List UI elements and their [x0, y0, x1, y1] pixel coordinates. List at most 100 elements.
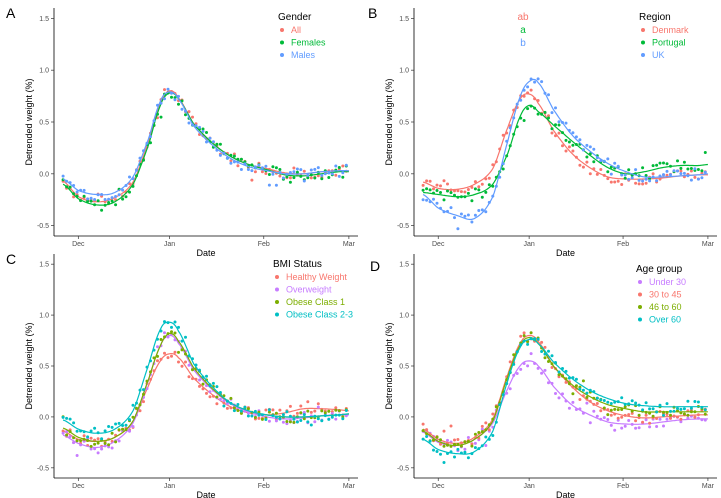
- data-point: [651, 414, 655, 418]
- data-point: [292, 417, 296, 421]
- data-point: [613, 407, 617, 411]
- data-point: [473, 187, 477, 191]
- data-point: [107, 445, 111, 449]
- data-point: [281, 420, 285, 424]
- data-point: [114, 440, 118, 444]
- data-point: [313, 420, 317, 424]
- data-point: [264, 418, 268, 421]
- data-point: [274, 411, 278, 415]
- significance-label: ab: [517, 12, 529, 23]
- data-point: [86, 199, 90, 203]
- data-point: [595, 396, 599, 400]
- data-point: [679, 417, 683, 421]
- data-point: [613, 180, 617, 184]
- data-point: [634, 168, 638, 172]
- data-point: [292, 166, 296, 170]
- data-point: [72, 436, 76, 440]
- data-point: [156, 345, 159, 349]
- data-point: [592, 147, 596, 151]
- data-point: [581, 148, 585, 152]
- data-point: [456, 227, 460, 231]
- data-point: [676, 159, 679, 163]
- data-point: [187, 375, 191, 379]
- panel-letter: B: [368, 5, 377, 21]
- legend-label: Obese Class 1: [286, 297, 345, 307]
- data-point: [232, 152, 236, 156]
- data-point: [473, 180, 477, 184]
- data-point: [341, 175, 345, 179]
- data-point: [208, 395, 212, 399]
- data-point: [208, 136, 212, 140]
- data-point: [170, 325, 173, 329]
- data-point: [274, 419, 278, 423]
- y-tick-label: 1.5: [399, 262, 409, 269]
- data-point: [82, 439, 86, 443]
- data-point: [637, 182, 641, 186]
- data-point: [131, 425, 135, 428]
- data-point: [68, 417, 72, 421]
- data-point: [480, 208, 484, 212]
- x-tick-label: Jan: [164, 241, 175, 248]
- data-point: [121, 188, 125, 192]
- data-point: [177, 102, 180, 106]
- data-point: [432, 187, 435, 191]
- data-point: [585, 143, 589, 147]
- data-point: [669, 409, 672, 413]
- data-point: [435, 189, 439, 192]
- data-point: [641, 182, 645, 186]
- data-point: [484, 435, 488, 439]
- x-tick-label: Dec: [432, 241, 445, 248]
- data-point: [491, 434, 495, 437]
- data-point: [435, 435, 439, 439]
- data-point: [592, 409, 596, 413]
- data-point: [651, 172, 655, 176]
- data-point: [470, 220, 474, 224]
- data-point: [651, 407, 655, 411]
- data-point: [689, 169, 693, 173]
- data-point: [529, 88, 533, 92]
- data-point: [337, 409, 341, 413]
- data-point: [637, 426, 641, 430]
- data-point: [571, 143, 575, 147]
- data-point: [198, 125, 201, 129]
- data-point: [439, 442, 442, 446]
- legend: Age group Under 30 30 to 45 46 to 60 Over 60: [636, 264, 686, 325]
- data-point: [309, 410, 313, 414]
- data-point: [641, 179, 645, 183]
- data-point: [693, 400, 697, 403]
- data-point: [557, 373, 561, 377]
- y-tick-label: 0.5: [399, 120, 409, 127]
- data-point: [299, 168, 303, 172]
- data-point: [473, 446, 477, 450]
- data-point: [689, 406, 693, 410]
- data-point: [557, 131, 561, 135]
- data-point: [595, 402, 599, 405]
- data-point: [693, 415, 697, 419]
- data-point: [421, 198, 425, 202]
- data-point: [159, 338, 163, 341]
- data-point: [288, 176, 292, 180]
- data-point: [536, 112, 540, 116]
- data-point: [484, 421, 488, 425]
- data-point: [693, 167, 697, 171]
- data-point: [641, 408, 645, 412]
- data-point: [135, 406, 138, 410]
- data-point: [470, 199, 474, 203]
- data-point: [198, 384, 201, 388]
- data-point: [637, 413, 641, 417]
- data-point: [446, 189, 449, 193]
- data-point: [470, 444, 474, 448]
- data-point: [327, 409, 331, 413]
- data-point: [574, 135, 578, 139]
- data-point: [187, 110, 191, 114]
- y-tick-label: 0.0: [399, 414, 409, 421]
- data-point: [236, 403, 240, 406]
- data-point: [665, 162, 669, 166]
- data-point: [623, 176, 627, 180]
- data-point: [166, 356, 170, 360]
- data-point: [547, 349, 550, 353]
- legend-marker: [275, 275, 279, 279]
- data-point: [320, 409, 324, 413]
- data-point: [567, 406, 571, 410]
- data-point: [606, 177, 610, 181]
